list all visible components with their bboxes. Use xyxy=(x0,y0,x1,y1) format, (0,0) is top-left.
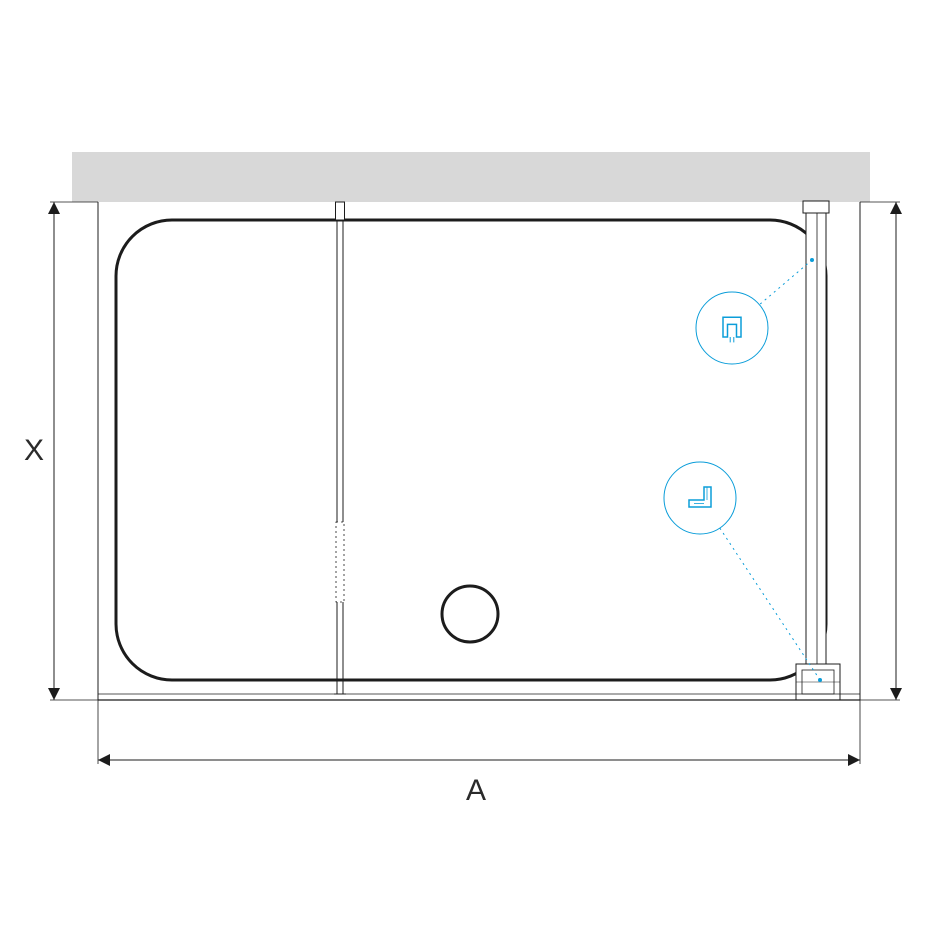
dimension-x xyxy=(48,202,98,700)
drain-hole xyxy=(442,586,498,642)
wall-channel-right xyxy=(803,201,829,680)
corner-fitting xyxy=(796,664,840,700)
label-x: X xyxy=(24,434,44,467)
dimension-a xyxy=(98,700,860,766)
callout-profile-top xyxy=(696,258,814,364)
callout-profile-bottom xyxy=(664,462,822,682)
glass-post xyxy=(334,202,346,694)
wall-block xyxy=(72,152,870,202)
label-a: A xyxy=(466,774,486,807)
dimension-right xyxy=(860,202,902,700)
